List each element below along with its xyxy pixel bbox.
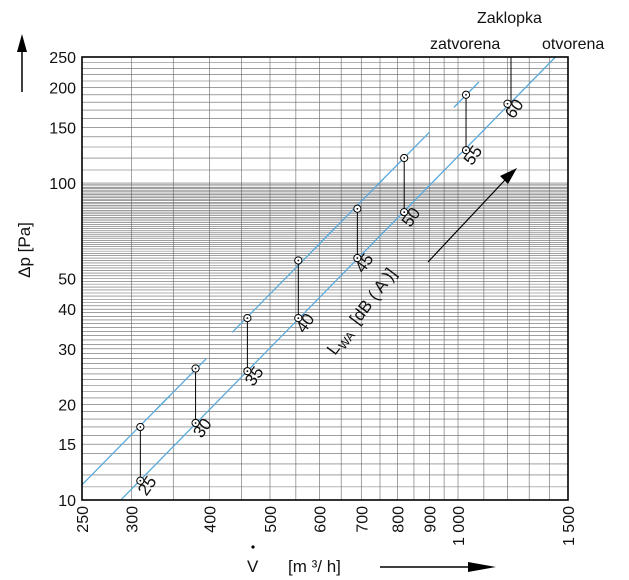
damper-open-label: otvorena <box>542 36 604 53</box>
sound-level-label: 60 <box>501 96 527 122</box>
y-axis-title: Δp [Pa] <box>15 222 34 278</box>
closed-point-dot <box>297 259 300 262</box>
y-tick-label: 150 <box>49 120 76 137</box>
closed-point-dot <box>194 367 197 370</box>
y-tick-label: 10 <box>58 493 76 510</box>
open-point-dot <box>246 370 249 373</box>
sound-level-label: 25 <box>134 473 160 499</box>
tick-labels: 10 15 20 30 40 50 100 150 200 250 250 300 400 500 600 7… <box>49 50 578 546</box>
open-point-dot <box>465 149 467 152</box>
open-point-dot <box>297 317 300 319</box>
sound-level-label: 45 <box>351 250 377 276</box>
y-tick-label: 15 <box>58 437 76 454</box>
closed-damper-line-segment <box>81 395 170 486</box>
x-axis-arrow-head <box>468 562 496 572</box>
open-point-dot <box>194 422 197 424</box>
sound-power-arrow-line <box>427 179 506 263</box>
plot-border <box>81 56 569 501</box>
y-tick-label: 50 <box>58 272 76 289</box>
y-tick-label: 250 <box>49 50 76 67</box>
closed-point-dot <box>356 207 359 210</box>
closed-point-dot <box>465 93 467 96</box>
x-tick-label: 500 <box>263 506 280 533</box>
y-tick-label: 20 <box>58 398 76 415</box>
x-axis-units: [m ³/ h] <box>288 557 341 576</box>
y-tick-label: 40 <box>58 302 76 319</box>
closed-damper-line-segment <box>312 178 385 252</box>
plot-frame <box>81 56 569 501</box>
open-point-dot <box>356 257 359 259</box>
open-point-dot <box>506 102 509 105</box>
x-tick-label: 250 <box>75 506 92 533</box>
damper-closed-label: zatvorena <box>430 36 500 53</box>
x-tick-label: 1 500 <box>561 506 578 546</box>
closed-point-dot <box>246 317 249 319</box>
y-tick-label: 200 <box>49 81 76 98</box>
y-tick-label: 100 <box>49 176 76 193</box>
x-tick-label: 1 000 <box>451 506 468 546</box>
y-tick-label: 30 <box>58 342 76 359</box>
grid <box>81 56 569 501</box>
x-tick-label: 600 <box>312 506 329 533</box>
sound-power-label: L WA [dB ( A )] <box>323 265 400 359</box>
damper-title: Zaklopka <box>477 10 542 27</box>
x-tick-label: 700 <box>354 506 371 533</box>
x-tick-label: 400 <box>202 506 219 533</box>
sound-power-arrow-head <box>500 168 517 184</box>
x-axis-symbol: V <box>247 557 259 576</box>
closed-point-dot <box>403 157 406 159</box>
open-point-dot <box>139 479 142 482</box>
x-axis-symbol-dot <box>251 545 255 549</box>
x-tick-label: 300 <box>124 506 141 533</box>
open-point-dot <box>403 211 406 214</box>
x-tick-label: 800 <box>390 506 407 533</box>
closed-point-dot <box>139 426 142 428</box>
x-tick-label: 900 <box>422 506 439 533</box>
y-axis-arrow-head <box>17 34 27 52</box>
sound-level-label: 55 <box>460 142 486 168</box>
